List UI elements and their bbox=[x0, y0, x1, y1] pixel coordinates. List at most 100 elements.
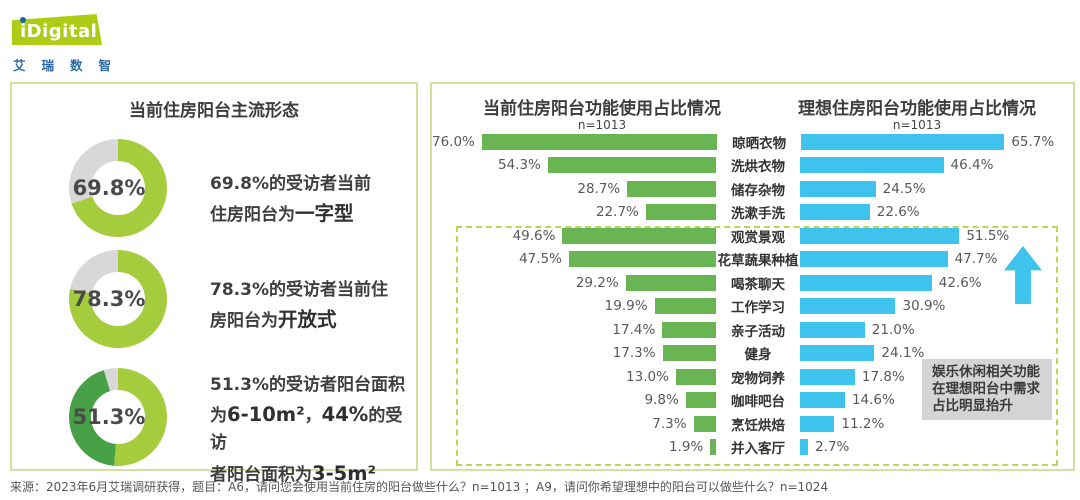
current-bar bbox=[654, 298, 717, 315]
donut-percent-label: 78.3% bbox=[72, 287, 146, 311]
ideal-value-label: 46.4% bbox=[950, 157, 994, 174]
chart-row: 9.8% 咖啡吧台 14.6% bbox=[432, 389, 1073, 413]
chart-row: 29.2% 喝茶聊天 42.6% bbox=[432, 271, 1073, 295]
description-keyword: 一字型 bbox=[295, 202, 354, 226]
current-bar bbox=[685, 392, 717, 409]
current-bar bbox=[693, 415, 717, 432]
category-label: 宠物饲养 bbox=[730, 370, 785, 387]
balcony-function-panel: 当前住房阳台功能使用占比情况 n=1013 理想住房阳台功能使用占比情况 n=1… bbox=[430, 82, 1075, 471]
category-label: 储存杂物 bbox=[730, 182, 785, 199]
donut-chart: 69.8% bbox=[69, 139, 167, 237]
current-bar bbox=[662, 345, 717, 362]
description-text: 51.3%的受访者阳台面积 为 bbox=[210, 375, 405, 427]
category-label: 烹饪烘焙 bbox=[730, 417, 785, 434]
chart-row: 17.3% 健身 24.1% bbox=[432, 342, 1073, 366]
ideal-value-label: 24.1% bbox=[881, 345, 925, 362]
current-value-label: 19.9% bbox=[604, 298, 648, 315]
current-bar bbox=[710, 439, 717, 456]
donut-description: 51.3%的受访者阳台面积 为6-10m²，44%的受访 者阳台面积为3-5m² bbox=[210, 372, 415, 489]
description-text: 69.8%的受访者当前 住房阳台为 bbox=[210, 174, 371, 226]
chart-row: 22.7% 洗漱手洗 22.6% bbox=[432, 201, 1073, 225]
ideal-value-label: 47.7% bbox=[954, 251, 998, 268]
ideal-value-label: 42.6% bbox=[938, 274, 982, 291]
ideal-bar bbox=[799, 439, 809, 456]
description-keyword: 6-10m² bbox=[227, 403, 305, 427]
description-text: 的受访 者阳台面积为 bbox=[210, 406, 403, 485]
current-bar bbox=[568, 251, 717, 268]
current-value-label: 47.5% bbox=[519, 251, 562, 268]
current-bar bbox=[562, 227, 717, 244]
category-label: 洗漱手洗 bbox=[730, 206, 785, 223]
current-bar bbox=[675, 368, 717, 385]
category-label: 并入客厅 bbox=[730, 441, 785, 458]
category-label: 咖啡吧台 bbox=[730, 394, 785, 411]
chart-row: 76.0% 晾晒衣物 65.7% bbox=[432, 130, 1073, 154]
balcony-form-panel: 当前住房阳台主流形态 69.8% 69.8%的受访者当前 住房阳台为一字型 78.3… bbox=[10, 82, 418, 485]
ideal-value-label: 14.6% bbox=[851, 392, 895, 409]
logo: iDigital 艾瑞数智 bbox=[12, 12, 132, 73]
ideal-chart-n: n=1013 bbox=[892, 118, 942, 132]
current-bar bbox=[627, 180, 717, 197]
logo-i-dot-icon bbox=[20, 17, 26, 23]
logo-subtitle: 艾瑞数智 bbox=[13, 58, 128, 73]
left-panel-title: 当前住房阳台主流形态 bbox=[129, 101, 299, 121]
chart-row: 28.7% 储存杂物 24.5% bbox=[432, 177, 1073, 201]
ideal-bar bbox=[799, 415, 835, 432]
ideal-bar bbox=[799, 392, 845, 409]
chart-row: 1.9% 并入客厅 2.7% bbox=[432, 436, 1073, 460]
current-bar bbox=[625, 274, 717, 291]
category-label: 亲子活动 bbox=[730, 323, 785, 340]
current-value-label: 17.4% bbox=[612, 321, 656, 338]
current-value-label: 7.3% bbox=[652, 415, 687, 432]
logo-brand-text: iDigital bbox=[20, 21, 98, 42]
category-label: 晾晒衣物 bbox=[732, 135, 787, 152]
ideal-bar bbox=[799, 274, 932, 291]
ideal-bar bbox=[799, 204, 870, 221]
bar-chart-rows: 76.0% 晾晒衣物 65.7% 54.3% 洗烘衣物 46.4% 28.7% 储存杂物 24.… bbox=[432, 130, 1073, 459]
current-bar bbox=[662, 321, 717, 338]
category-label: 工作学习 bbox=[730, 300, 785, 317]
current-value-label: 17.3% bbox=[612, 345, 656, 362]
ideal-bar bbox=[799, 227, 960, 244]
category-label: 洗烘衣物 bbox=[730, 159, 785, 176]
ideal-chart-title: 理想住房阳台功能使用占比情况 bbox=[798, 99, 1036, 119]
description-keyword: 开放式 bbox=[278, 308, 337, 332]
current-value-label: 1.9% bbox=[669, 439, 704, 456]
ideal-bar bbox=[799, 321, 865, 338]
chart-row: 13.0% 宠物饲养 17.8% bbox=[432, 365, 1073, 389]
ideal-value-label: 65.7% bbox=[1011, 133, 1055, 150]
current-bar bbox=[645, 204, 717, 221]
chart-row: 49.6% 观赏景观 51.5% bbox=[432, 224, 1073, 248]
donut-percent-label: 51.3% bbox=[72, 405, 146, 429]
category-label: 花草蔬果种植 bbox=[717, 253, 799, 270]
ideal-value-label: 51.5% bbox=[966, 227, 1010, 244]
description-text: 78.3%的受访者当前住 房阳台为 bbox=[210, 280, 388, 332]
chart-row: 47.5% 花草蔬果种植 47.7% bbox=[432, 248, 1073, 272]
donut-description: 69.8%的受访者当前 住房阳台为一字型 bbox=[210, 171, 415, 229]
ideal-bar bbox=[799, 157, 944, 174]
ideal-value-label: 2.7% bbox=[815, 439, 850, 456]
source-note: 来源：2023年6月艾瑞调研获得，题目：A6，请问您会使用当前住房的阳台做些什么… bbox=[10, 480, 829, 494]
chart-row: 19.9% 工作学习 30.9% bbox=[432, 295, 1073, 319]
current-chart-n: n=1013 bbox=[577, 118, 627, 132]
ideal-value-label: 24.5% bbox=[882, 180, 926, 197]
current-value-label: 29.2% bbox=[575, 274, 619, 291]
donut-chart: 78.3% bbox=[69, 250, 167, 348]
description-keyword: 44% bbox=[321, 403, 369, 427]
ideal-bar bbox=[799, 368, 855, 385]
ideal-value-label: 21.0% bbox=[871, 321, 915, 338]
current-value-label: 49.6% bbox=[512, 227, 556, 244]
current-value-label: 28.7% bbox=[577, 180, 621, 197]
current-value-label: 9.8% bbox=[644, 392, 679, 409]
logo-banner: iDigital bbox=[12, 14, 102, 45]
category-label: 观赏景观 bbox=[730, 229, 785, 246]
current-bar bbox=[547, 157, 717, 174]
ideal-bar bbox=[799, 345, 875, 362]
current-value-label: 22.7% bbox=[595, 204, 639, 221]
ideal-value-label: 22.6% bbox=[876, 204, 920, 221]
current-value-label: 76.0% bbox=[432, 133, 475, 150]
description-keyword: 3-5m² bbox=[312, 461, 377, 485]
ideal-value-label: 11.2% bbox=[841, 415, 885, 432]
donut-description: 78.3%的受访者当前住 房阳台为开放式 bbox=[210, 277, 415, 335]
